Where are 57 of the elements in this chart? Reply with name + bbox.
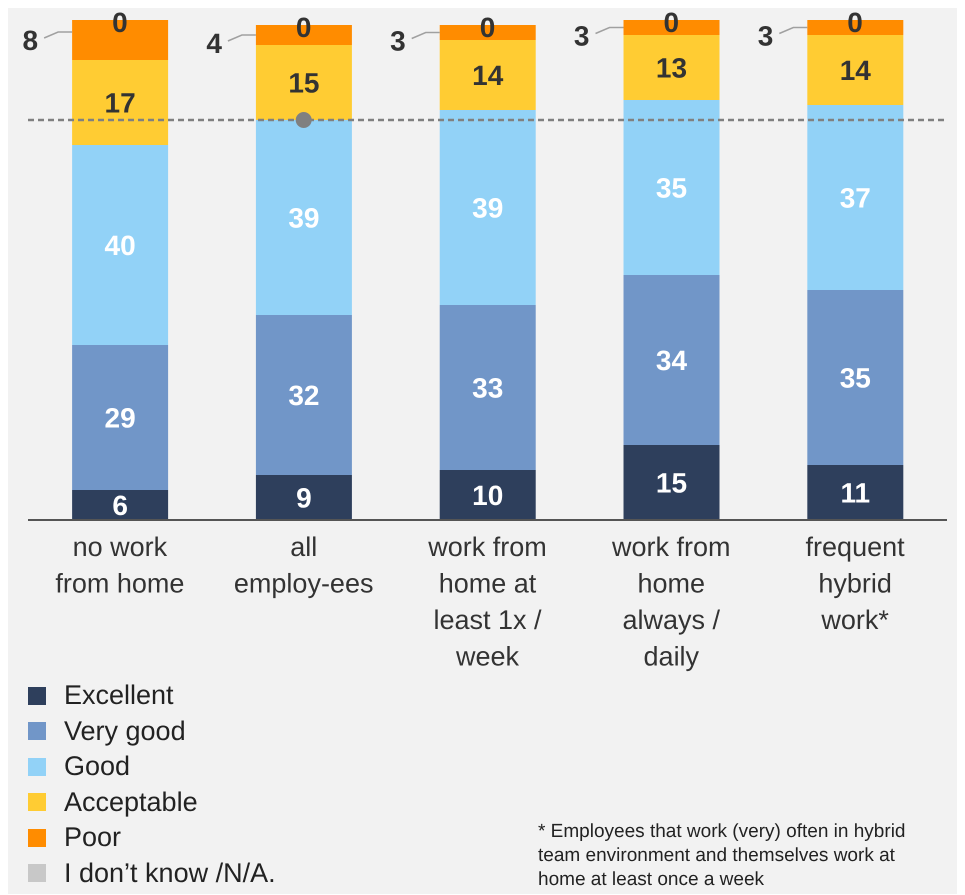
legend-label: Very good [64, 716, 186, 747]
x-tick-label: work from home always / daily [611, 532, 731, 672]
data-label: 8 [22, 25, 38, 56]
bar [72, 345, 168, 490]
legend-label: I don’t know /N/A. [64, 858, 276, 889]
bar [624, 445, 720, 520]
bar [256, 315, 352, 475]
data-label: 15 [288, 68, 320, 98]
bar [72, 145, 168, 345]
data-label: 35 [656, 172, 688, 204]
bar [624, 275, 720, 445]
legend-label: Acceptable [64, 786, 198, 818]
x-tick-label: all employ-ees [234, 532, 374, 598]
data-label: 9 [296, 482, 312, 514]
data-label: 33 [472, 372, 504, 404]
x-tick-label: no work from home [55, 532, 184, 598]
data-label: 3 [758, 20, 774, 52]
bar [256, 45, 352, 120]
data-label: 34 [656, 345, 688, 376]
data-label: 14 [840, 55, 872, 86]
legend-label: Good [64, 751, 130, 782]
data-label: 13 [656, 52, 688, 84]
data-label: 40 [104, 230, 136, 261]
data-label: 39 [288, 202, 320, 234]
text: * Employees that work (very) often in hybrid team environment and themselves work at home at least once a week [538, 820, 906, 892]
data-label: 6 [112, 490, 128, 521]
data-label: 37 [840, 182, 871, 214]
bar [807, 290, 904, 465]
bar [624, 100, 720, 275]
bar [807, 35, 904, 105]
data-label: 11 [840, 478, 870, 508]
bar [72, 60, 168, 145]
bar [440, 470, 536, 520]
data-label: 3 [390, 26, 406, 56]
bar [256, 475, 352, 520]
data-label: 15 [656, 468, 688, 498]
bar [440, 110, 536, 305]
bar [440, 305, 536, 470]
data-label: 10 [472, 480, 504, 511]
x-tick-label: frequent hybrid work* [806, 532, 906, 635]
bar [807, 105, 904, 290]
data-label: 39 [472, 192, 504, 224]
legend-label: Excellent [64, 680, 174, 712]
data-label: 3 [574, 20, 590, 52]
bar [256, 120, 352, 315]
legend-label: Poor [64, 822, 122, 854]
data-label: 35 [840, 362, 871, 394]
bar [807, 465, 904, 520]
data-label: 14 [472, 60, 504, 91]
data-label: 4 [206, 28, 222, 59]
bar [72, 490, 168, 520]
bar [624, 35, 720, 100]
x-tick-label: work from home at least 1x / week [427, 532, 547, 672]
data-label: 29 [104, 402, 136, 434]
data-label: 32 [288, 380, 320, 411]
bar [440, 40, 536, 110]
data-label: 17 [104, 88, 136, 118]
